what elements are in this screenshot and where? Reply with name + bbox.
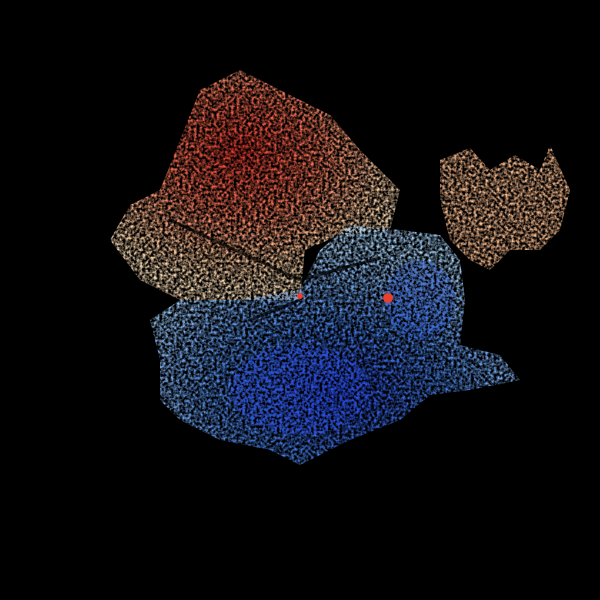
inbound-strong-core [230,260,455,435]
radar-spokes [169,218,381,322]
velocity-couplet-marker [297,293,393,303]
outbound-velocity-region [110,70,400,300]
outbound-velocity-east-region [440,145,570,270]
